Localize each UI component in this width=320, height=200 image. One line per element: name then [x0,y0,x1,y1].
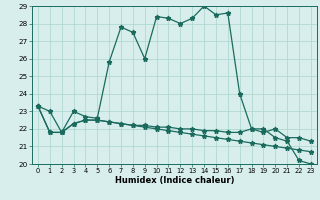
X-axis label: Humidex (Indice chaleur): Humidex (Indice chaleur) [115,176,234,185]
